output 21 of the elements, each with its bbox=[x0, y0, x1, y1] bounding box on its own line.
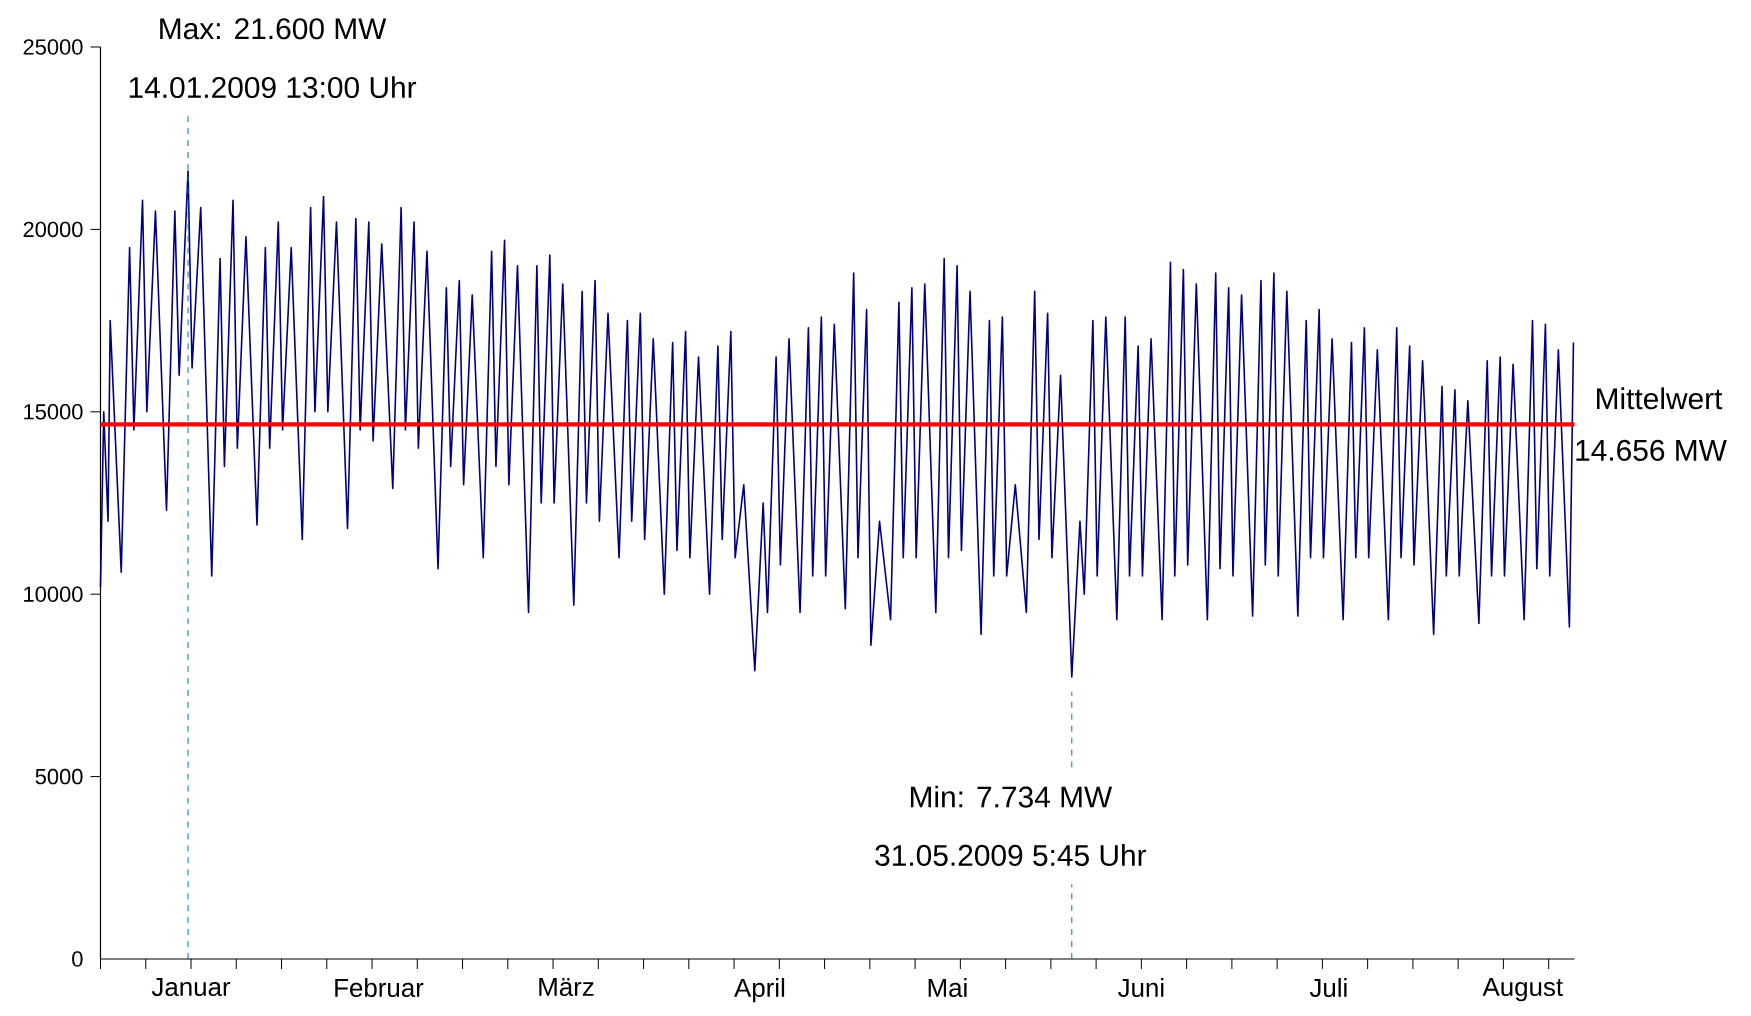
x-tick-label: Januar bbox=[151, 978, 231, 997]
x-tick-label: April bbox=[734, 978, 785, 1003]
x-tick-label: März bbox=[539, 978, 594, 997]
y-tick-label: 20000 bbox=[23, 221, 83, 238]
y-tick-label: 0 bbox=[72, 951, 83, 967]
x-tick-label: Februar bbox=[335, 978, 424, 998]
x-tick-label: Mai bbox=[928, 978, 967, 998]
y-tick-label: 5000 bbox=[35, 768, 83, 785]
x-tick-label: Juli bbox=[1309, 978, 1347, 998]
ref-line-label: Max: 21.600 MW bbox=[160, 18, 387, 40]
ref-line-label: Mittelwert bbox=[1597, 387, 1723, 410]
x-tick-label: Juni bbox=[1118, 978, 1164, 998]
line-series bbox=[99, 170, 1575, 678]
text: 14.656 MW bbox=[1576, 439, 1727, 461]
annotation: 14.01.2009 13:00 Uhr bbox=[129, 76, 417, 99]
x-tick-label: August bbox=[1482, 978, 1563, 1002]
y-tick-label: 15000 bbox=[24, 404, 83, 420]
y-tick-label: 10000 bbox=[24, 586, 83, 602]
ref-line-label: Min: 7.734 MW bbox=[910, 785, 1113, 808]
annotation: 31.05.2009 5:45 Uhr bbox=[875, 844, 1147, 866]
y-tick-label: 25000 bbox=[23, 39, 83, 55]
